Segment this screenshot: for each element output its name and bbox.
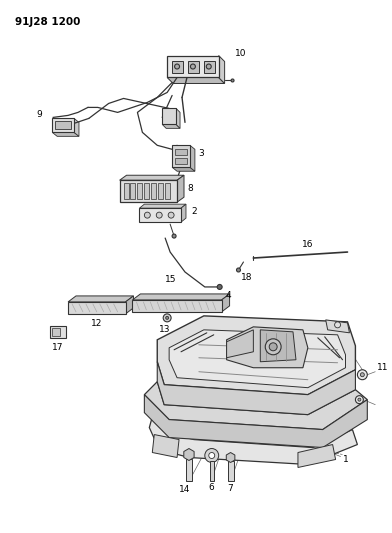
- Polygon shape: [74, 118, 79, 136]
- Bar: [188, 61, 199, 72]
- Polygon shape: [68, 296, 133, 302]
- Polygon shape: [190, 146, 195, 171]
- Circle shape: [205, 449, 219, 463]
- Circle shape: [163, 314, 171, 322]
- Circle shape: [174, 64, 180, 69]
- Bar: [138, 183, 142, 199]
- Text: 6: 6: [209, 483, 214, 492]
- Bar: [131, 183, 136, 199]
- Circle shape: [206, 64, 211, 69]
- Polygon shape: [326, 320, 350, 333]
- Polygon shape: [167, 77, 225, 84]
- Circle shape: [217, 285, 222, 289]
- Bar: [158, 183, 163, 199]
- Polygon shape: [169, 330, 345, 387]
- Bar: [140, 208, 181, 222]
- Circle shape: [356, 395, 363, 403]
- Polygon shape: [120, 175, 184, 180]
- Polygon shape: [132, 294, 230, 300]
- Text: 14: 14: [179, 485, 191, 494]
- Text: 3: 3: [198, 149, 203, 158]
- Text: 8: 8: [187, 184, 193, 193]
- Bar: [228, 462, 234, 481]
- Polygon shape: [176, 108, 180, 128]
- Polygon shape: [181, 204, 186, 222]
- Polygon shape: [140, 204, 186, 208]
- Circle shape: [358, 370, 367, 379]
- Circle shape: [335, 322, 341, 328]
- Bar: [175, 149, 187, 155]
- Text: 15: 15: [165, 276, 177, 285]
- Bar: [123, 183, 129, 199]
- Text: 91J28 1200: 91J28 1200: [15, 17, 80, 27]
- Bar: [132, 300, 221, 312]
- Circle shape: [144, 212, 150, 218]
- Polygon shape: [125, 296, 133, 314]
- Polygon shape: [162, 124, 180, 128]
- Circle shape: [209, 453, 215, 458]
- Bar: [167, 55, 219, 77]
- Polygon shape: [221, 294, 230, 312]
- Bar: [210, 462, 214, 481]
- Text: 9: 9: [36, 110, 42, 119]
- Polygon shape: [157, 316, 356, 394]
- Polygon shape: [298, 445, 336, 467]
- Polygon shape: [177, 175, 184, 202]
- Polygon shape: [227, 327, 308, 368]
- Circle shape: [156, 212, 162, 218]
- Bar: [172, 61, 183, 72]
- Bar: [52, 118, 74, 132]
- Polygon shape: [172, 167, 195, 171]
- Text: 10: 10: [234, 49, 246, 58]
- Circle shape: [172, 234, 176, 238]
- Text: 17: 17: [53, 343, 64, 352]
- Text: 5: 5: [352, 413, 358, 422]
- Text: 7: 7: [228, 484, 234, 493]
- Text: 1: 1: [343, 455, 348, 464]
- Polygon shape: [149, 410, 358, 464]
- Polygon shape: [52, 132, 79, 136]
- Bar: [144, 183, 149, 199]
- Polygon shape: [260, 330, 296, 362]
- Circle shape: [358, 398, 361, 401]
- Circle shape: [265, 339, 281, 355]
- Bar: [165, 183, 170, 199]
- Bar: [175, 158, 187, 164]
- Bar: [186, 459, 192, 481]
- Polygon shape: [219, 55, 225, 84]
- Bar: [55, 122, 71, 130]
- Text: 4: 4: [226, 292, 231, 301]
- Bar: [120, 180, 177, 202]
- Polygon shape: [157, 362, 356, 415]
- Text: 13: 13: [160, 325, 171, 334]
- Text: 12: 12: [91, 319, 102, 328]
- Polygon shape: [144, 382, 367, 430]
- Circle shape: [360, 373, 364, 377]
- Text: 16: 16: [302, 239, 314, 248]
- Bar: [50, 326, 66, 338]
- Bar: [162, 108, 176, 124]
- Circle shape: [166, 317, 169, 319]
- Polygon shape: [227, 330, 253, 358]
- Circle shape: [191, 64, 195, 69]
- Bar: [151, 183, 156, 199]
- Bar: [204, 61, 215, 72]
- Polygon shape: [144, 394, 367, 448]
- Bar: [68, 302, 125, 314]
- Text: 18: 18: [240, 273, 252, 282]
- Polygon shape: [152, 434, 179, 457]
- Bar: [52, 328, 60, 336]
- Bar: [172, 146, 190, 167]
- Text: 2: 2: [191, 207, 196, 216]
- Circle shape: [168, 212, 174, 218]
- Circle shape: [269, 343, 277, 351]
- Circle shape: [231, 79, 234, 82]
- Text: 11: 11: [377, 363, 389, 372]
- Circle shape: [236, 268, 240, 272]
